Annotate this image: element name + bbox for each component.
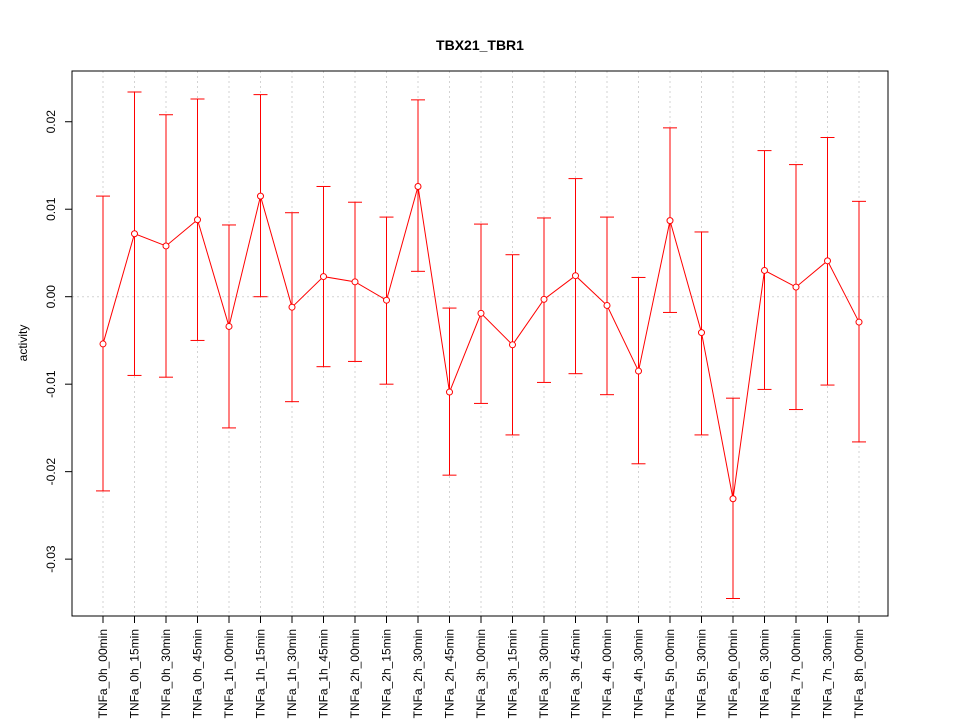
data-point	[540, 295, 548, 303]
y-tick-label: -0.02	[44, 458, 58, 486]
data-point	[761, 266, 768, 274]
data-point	[288, 303, 296, 311]
x-tick-label: TNFa_1h_00min	[222, 629, 236, 718]
y-tick-label: 0.00	[44, 285, 58, 309]
x-tick-label: TNFa_0h_45min	[191, 629, 205, 718]
x-tick-label: TNFa_1h_30min	[285, 629, 299, 718]
data-point	[99, 340, 107, 348]
x-tick-label: TNFa_1h_45min	[317, 629, 331, 718]
y-axis: -0.03 -0.02 -0.01 0.00 0.01 0.02	[44, 110, 72, 573]
y-axis-title: activity	[16, 325, 30, 362]
chart-title: TBX21_TBR1	[436, 37, 524, 53]
data-point	[824, 257, 831, 265]
data-point	[257, 192, 264, 200]
x-tick-label: TNFa_4h_30min	[632, 629, 646, 718]
y-tick-label: -0.01	[44, 370, 58, 398]
y-tick-label: -0.03	[44, 545, 58, 573]
x-tick-label: TNFa_3h_30min	[537, 629, 551, 718]
data-point	[572, 272, 579, 280]
x-tick-label: TNFa_5h_00min	[663, 629, 677, 718]
x-tick-label: TNFa_0h_15min	[128, 629, 142, 718]
data-point	[792, 283, 800, 291]
data-point	[225, 322, 233, 330]
grid	[72, 71, 888, 616]
data-point	[162, 242, 170, 250]
x-tick-label: TNFa_2h_15min	[380, 629, 394, 718]
x-tick-label: TNFa_0h_00min	[96, 629, 110, 718]
x-tick-label: TNFa_1h_15min	[254, 629, 268, 718]
x-tick-label: TNFa_6h_30min	[758, 629, 772, 718]
x-tick-label: TNFa_4h_00min	[600, 629, 614, 718]
data-point	[383, 296, 390, 304]
data-point	[131, 230, 138, 238]
data-point	[446, 388, 453, 396]
x-tick-label: TNFa_0h_30min	[159, 629, 173, 718]
data-point	[666, 217, 674, 225]
x-tick-label: TNFa_7h_30min	[821, 629, 835, 718]
data-point	[194, 216, 201, 224]
x-tick-label: TNFa_5h_30min	[695, 629, 709, 718]
data-point	[351, 278, 359, 286]
x-tick-label: TNFa_3h_45min	[569, 629, 583, 718]
data-point	[698, 329, 705, 337]
data-point	[635, 367, 642, 375]
x-tick-label: TNFa_2h_45min	[443, 629, 457, 718]
x-tick-label: TNFa_2h_30min	[411, 629, 425, 718]
data-point	[509, 341, 516, 349]
x-tick-label: TNFa_3h_00min	[474, 629, 488, 718]
y-tick-label: 0.01	[44, 197, 58, 221]
data-point	[414, 182, 422, 190]
x-axis: TNFa_0h_00min TNFa_0h_15min TNFa_0h_30min T…	[96, 616, 866, 718]
data-point	[603, 301, 611, 309]
x-tick-label: TNFa_8h_00min	[852, 629, 866, 718]
x-tick-label: TNFa_3h_15min	[506, 629, 520, 718]
data-point	[855, 318, 863, 326]
data-points	[99, 182, 863, 503]
data-point	[477, 309, 485, 317]
x-tick-label: TNFa_2h_00min	[348, 629, 362, 718]
y-tick-label: 0.02	[44, 110, 58, 134]
x-tick-label: TNFa_6h_00min	[726, 629, 740, 718]
x-tick-label: TNFa_7h_00min	[789, 629, 803, 718]
data-point	[729, 495, 737, 503]
data-point	[320, 273, 327, 281]
plot-frame	[71, 70, 889, 617]
